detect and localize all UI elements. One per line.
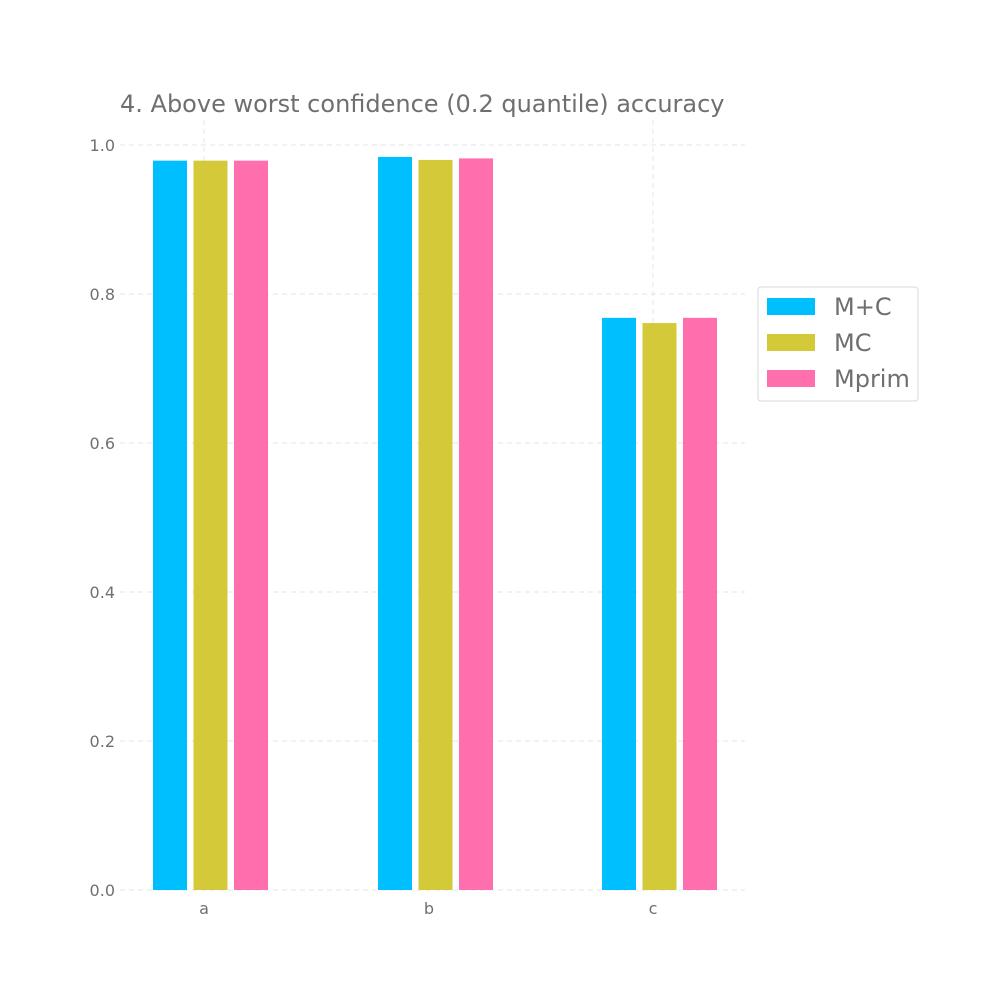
bar-c-mprim: [683, 317, 717, 891]
y-tick-label: 0.2: [90, 732, 115, 751]
bar-a-m-c: [153, 160, 187, 890]
bar-c-m-c: [602, 317, 636, 891]
x-axis: a b c: [199, 899, 657, 918]
bar-b-m-c: [378, 156, 412, 891]
bar-a-mprim: [234, 160, 268, 890]
legend-swatch-m-c: [767, 298, 815, 315]
bars: [153, 156, 717, 891]
legend-label-m-c: M+C: [834, 293, 892, 321]
legend: M+C MC Mprim: [757, 286, 919, 402]
y-tick-label: 0.6: [90, 434, 115, 453]
y-tick-label: 1.0: [90, 136, 115, 155]
bar-b-mprim: [459, 158, 493, 890]
y-axis: 0.0 0.2 0.4 0.6 0.8 1.0: [90, 136, 115, 900]
y-tick-label: 0.4: [90, 583, 115, 602]
x-tick-label: b: [424, 899, 434, 918]
chart-title: 4. Above worst confidence (0.2 quantile)…: [120, 90, 725, 118]
legend-label-mc: MC: [834, 329, 871, 357]
x-tick-label: a: [199, 899, 209, 918]
legend-label-mprim: Mprim: [834, 365, 910, 393]
bar-a-mc: [193, 160, 228, 890]
legend-swatch-mc: [767, 334, 815, 351]
y-tick-label: 0.0: [90, 881, 115, 900]
legend-swatch-mprim: [767, 370, 815, 387]
bar-b-mc: [418, 159, 453, 890]
x-tick-label: c: [649, 899, 658, 918]
y-tick-label: 0.8: [90, 285, 115, 304]
bar-c-mc: [642, 323, 677, 890]
